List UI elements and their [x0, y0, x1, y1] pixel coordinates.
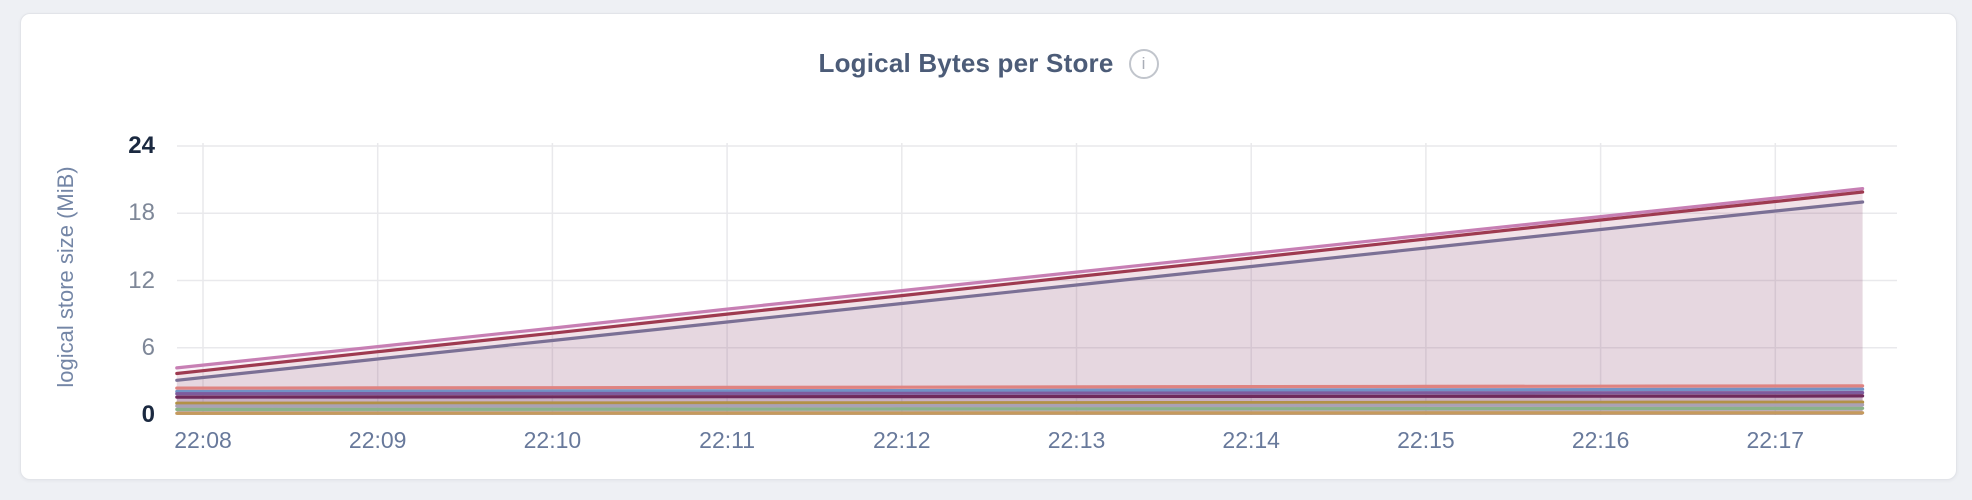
- chart-header: Logical Bytes per Store i: [21, 14, 1956, 79]
- series-line-store-tan: [175, 411, 1865, 415]
- series-area-store-slate-purple: [176, 202, 1863, 415]
- series-line-store-pink: [175, 187, 1865, 370]
- y-axis-title: logical store size (MiB): [53, 166, 78, 388]
- series-line-store-plum: [175, 394, 1865, 399]
- series-line-store-salmon: [175, 384, 1865, 390]
- series-line-store-dark-red: [175, 190, 1865, 376]
- series-line-store-steel-blue: [175, 387, 1865, 394]
- info-icon[interactable]: i: [1128, 48, 1159, 79]
- series-line-store-violet: [175, 391, 1865, 396]
- series-line-store-slate-purple: [175, 200, 1865, 382]
- info-icon-glyph: i: [1141, 53, 1146, 73]
- series-line-store-green: [175, 406, 1865, 411]
- series-line-store-gray: [175, 403, 1865, 408]
- series-line-store-khaki: [175, 400, 1865, 405]
- chart-title: Logical Bytes per Store: [818, 48, 1114, 78]
